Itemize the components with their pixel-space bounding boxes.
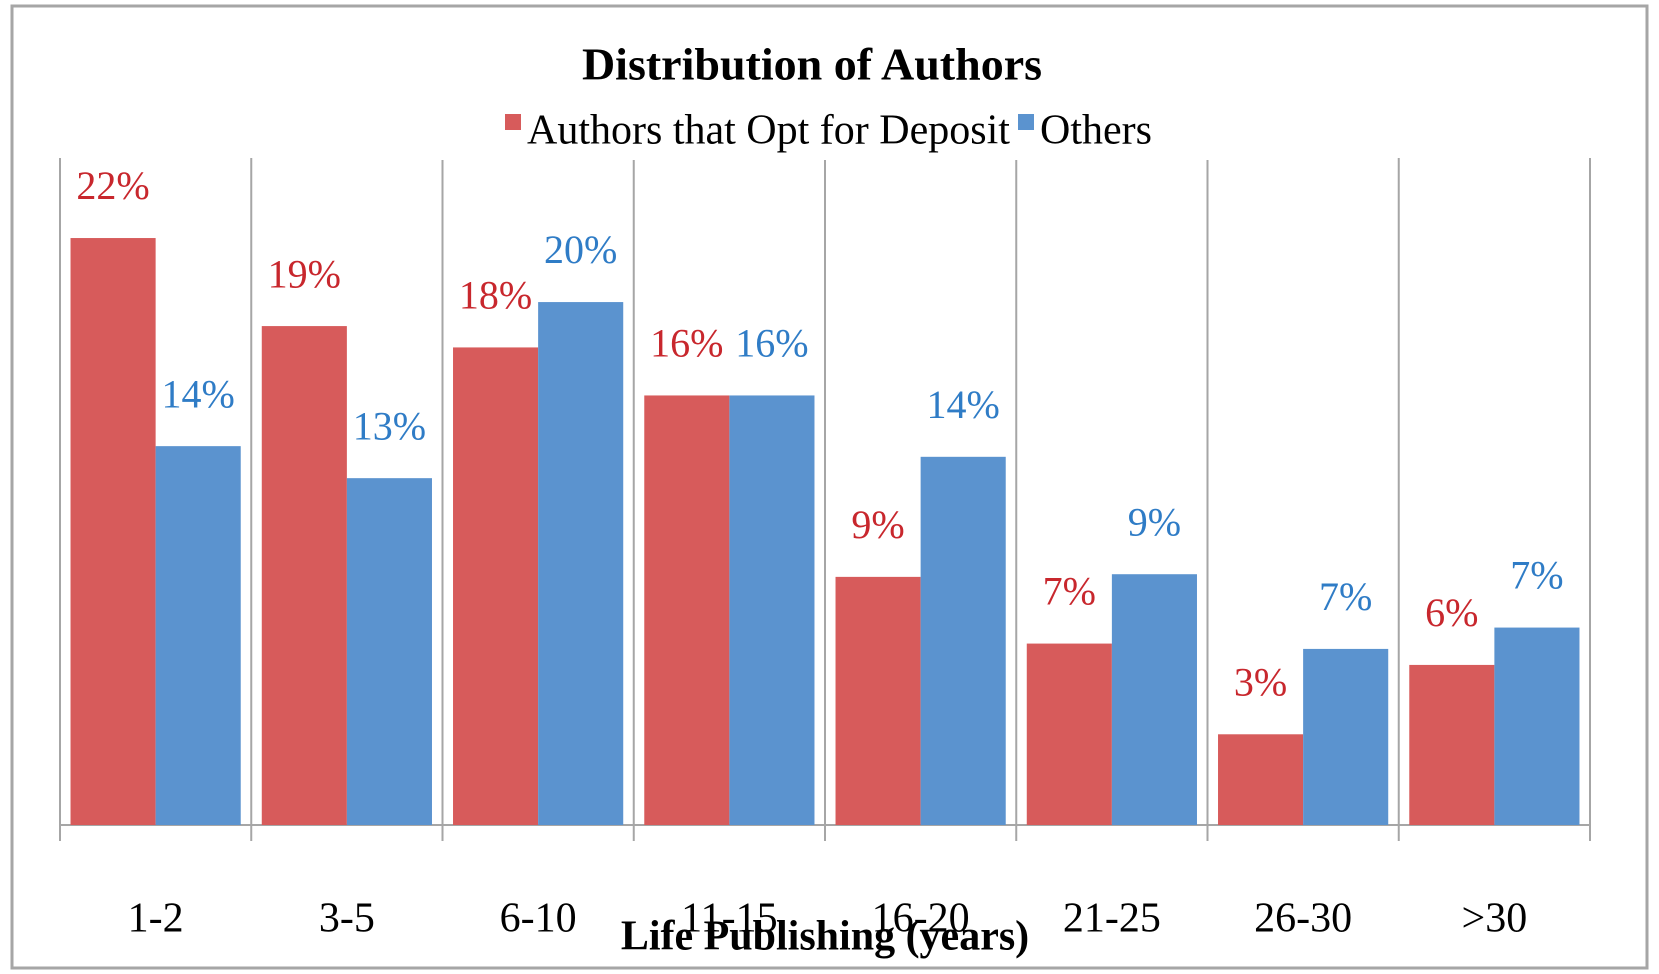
data-label: 3% [1234,659,1287,704]
data-label: 20% [544,227,617,272]
bar [155,446,241,825]
legend-label: Others [1040,108,1152,154]
data-label: 7% [1319,574,1372,619]
data-label: 18% [459,273,532,318]
legend-swatch [1018,114,1034,130]
bar [70,238,156,826]
bar [538,302,624,825]
data-label: 22% [76,163,149,208]
legend: Authors that Opt for Deposit Others [412,104,1212,160]
x-tick-label: 1-2 [128,896,184,942]
chart-title: Distribution of Authors [582,39,1042,90]
bar [261,326,347,825]
data-label: 19% [268,251,341,296]
bar [453,347,539,825]
bar [644,395,730,825]
bar [835,576,921,825]
plot-area: 22% 19% 18% 16% 9% 7% 3% 6% 14% 13% 20% 16% 14% 9% 7% 7… [59,158,1591,942]
data-label: 14% [927,382,1000,427]
legend-box [412,104,1212,160]
bar [346,478,432,825]
data-label: 7% [1043,569,1096,614]
x-tick-label: 3-5 [319,896,375,942]
data-label: 13% [353,403,426,448]
x-tick-label: >30 [1462,896,1528,942]
bar [1409,664,1495,825]
data-label: 9% [1128,499,1181,544]
data-label: 7% [1510,553,1563,598]
legend-label: Authors that Opt for Deposit [527,108,1010,154]
data-label: 16% [650,321,723,366]
bar [1218,734,1304,825]
bar [1494,627,1580,825]
bar [1026,643,1112,825]
x-tick-label: 11-15 [681,896,777,942]
bar [920,456,1006,825]
x-tick-label: 16-20 [872,896,970,942]
data-label: 16% [735,321,808,366]
data-label: 9% [851,502,904,547]
x-axis-title: Life Publishing (years) [621,914,1029,960]
bar [1303,648,1389,825]
legend-swatch [505,114,521,130]
x-tick-label: 21-25 [1063,896,1161,942]
x-tick-label: 26-30 [1254,896,1352,942]
data-label: 14% [162,371,235,416]
data-label: 6% [1425,590,1478,635]
x-tick-label: 6-10 [500,896,577,942]
bar [729,395,815,825]
bar [1111,574,1197,825]
